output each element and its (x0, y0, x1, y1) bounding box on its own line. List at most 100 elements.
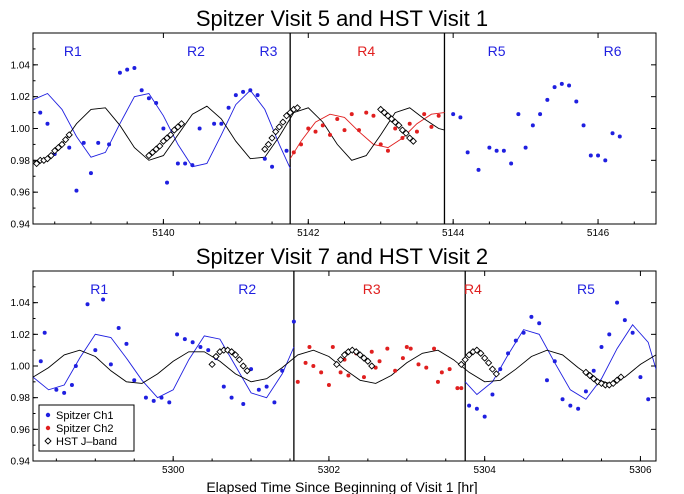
point-ch1 (476, 167, 481, 172)
point-ch2 (295, 379, 300, 384)
point-ch1 (190, 163, 195, 168)
point-ch1 (117, 70, 122, 75)
point-ch1 (96, 140, 101, 145)
point-ch1 (538, 112, 543, 117)
point-hst (481, 354, 489, 362)
point-hst (43, 155, 52, 163)
y-tick-label: 0.94 (11, 457, 31, 468)
point-hst (159, 137, 168, 145)
legend-label-hst: HST J–band (56, 436, 117, 448)
point-ch2 (319, 370, 324, 375)
point-hst (461, 356, 469, 364)
point-hst (477, 349, 485, 357)
point-hst (208, 360, 216, 369)
point-ch1 (219, 121, 224, 126)
point-ch1 (610, 131, 615, 136)
point-hst (488, 365, 497, 373)
region-label: R2 (187, 43, 205, 59)
point-ch1 (165, 180, 170, 185)
point-ch1 (638, 375, 643, 380)
point-ch1 (154, 101, 159, 106)
y-tick-label: 0.96 (11, 425, 31, 436)
point-ch1 (42, 330, 47, 335)
point-hst (484, 359, 493, 367)
point-ch1 (81, 140, 86, 145)
point-hst (473, 346, 481, 354)
point-ch1 (451, 112, 456, 117)
point-hst (348, 346, 356, 354)
point-hst (384, 112, 392, 120)
point-ch1 (280, 368, 285, 373)
point-hst (340, 351, 349, 359)
point-hst (145, 151, 153, 160)
point-ch1 (494, 148, 499, 153)
point-hst (47, 151, 55, 160)
point-ch2 (330, 345, 335, 349)
point-ch1 (93, 348, 98, 353)
point-ch2 (459, 386, 464, 391)
point-ch2 (439, 370, 444, 375)
region-label: R5 (577, 281, 595, 297)
point-ch2 (400, 136, 405, 141)
point-hst (61, 136, 70, 144)
point-ch1 (241, 89, 246, 94)
point-hst (380, 108, 388, 117)
point-hst (333, 360, 341, 369)
point-ch1 (523, 145, 528, 150)
panel-1-plot: 0.94 0.96 0.98 1.00 1.02 1.04 5140 5142 5144 5146… (11, 32, 657, 239)
model-curve-ch2 (289, 112, 445, 159)
region-label: R6 (604, 43, 622, 59)
point-hst (268, 134, 276, 142)
point-ch2 (435, 379, 440, 384)
legend-marker-ch1 (45, 412, 51, 418)
point-ch1 (646, 397, 651, 402)
point-ch2 (385, 148, 390, 153)
point-ch1 (101, 297, 106, 302)
point-ch1 (458, 115, 463, 120)
region-label: R4 (357, 43, 375, 59)
point-ch1 (62, 390, 67, 395)
region-label: R4 (464, 281, 482, 297)
point-ch2 (414, 129, 419, 134)
point-ch2 (342, 357, 347, 362)
x-tick-label: 5306 (629, 465, 652, 476)
point-ch1 (206, 348, 211, 353)
point-ch1 (509, 161, 514, 166)
point-ch1 (588, 153, 593, 158)
point-ch1 (501, 148, 506, 153)
point-ch1 (559, 81, 564, 86)
point-ch1 (69, 383, 74, 387)
point-ch2 (299, 142, 304, 147)
point-ch2 (335, 116, 340, 121)
point-ch1 (529, 314, 534, 319)
point-ch1 (521, 330, 526, 335)
region-label: R1 (90, 281, 108, 297)
model-curve-hst (33, 105, 445, 163)
point-ch1 (73, 364, 78, 368)
point-hst (395, 121, 403, 129)
point-hst (492, 370, 500, 378)
point-ch1 (574, 99, 579, 104)
point-ch1 (490, 392, 495, 397)
point-ch1 (255, 93, 260, 98)
y-tick-label: 1.04 (11, 298, 31, 309)
point-ch1 (630, 330, 635, 335)
point-ch1 (596, 153, 601, 158)
point-ch2 (422, 112, 427, 117)
point-hst (406, 134, 414, 142)
point-ch1 (143, 395, 148, 400)
region-label: R1 (64, 43, 82, 59)
point-ch2 (303, 360, 308, 365)
point-hst (465, 351, 473, 359)
point-ch1 (229, 395, 234, 400)
y-tick-label: 0.96 (11, 188, 31, 199)
point-ch1 (248, 88, 253, 93)
point-ch1 (270, 164, 275, 169)
point-ch1 (125, 67, 130, 72)
point-hst (586, 371, 594, 380)
point-ch1 (67, 145, 72, 150)
x-axis-label: Elapsed Time Since Beginning of Visit 1 … (206, 479, 477, 494)
region-label: R2 (238, 281, 256, 297)
point-hst (227, 348, 236, 356)
point-ch1 (272, 400, 277, 405)
